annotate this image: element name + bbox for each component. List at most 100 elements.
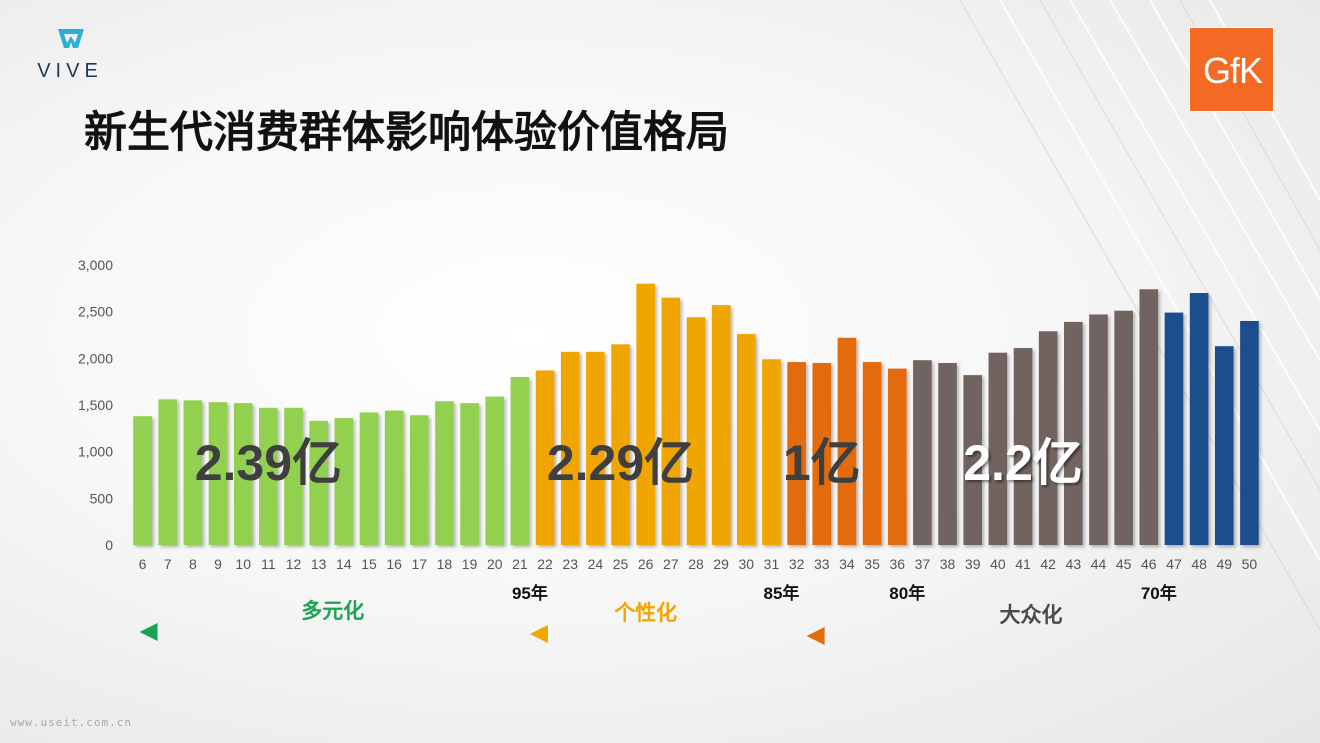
watermark-url: www.useit.com.cn: [10, 716, 132, 729]
segment-total-label: 2.39亿: [195, 435, 342, 491]
segment-total-label: 2.29亿: [547, 435, 694, 491]
bar: [535, 370, 555, 545]
bar: [384, 410, 404, 545]
x-tick-label: 46: [1141, 556, 1157, 572]
bar: [762, 359, 781, 545]
x-tick-label: 43: [1066, 556, 1082, 572]
bar: [1164, 312, 1184, 545]
generation-label: 95年: [512, 583, 548, 603]
bar: [1214, 346, 1234, 545]
bar: [233, 403, 253, 545]
bar: [611, 344, 630, 545]
x-tick-label: 31: [764, 556, 780, 572]
x-tick-label: 24: [588, 556, 604, 572]
x-tick-label: 19: [462, 556, 478, 572]
y-tick-label: 2,500: [78, 304, 113, 320]
generation-label: 80年: [889, 583, 925, 603]
segment-arrows: 多元化 个性化 大众化: [139, 599, 1256, 645]
x-tick-label: 23: [562, 556, 578, 572]
x-tick-label: 25: [613, 556, 629, 572]
x-tick-label: 17: [411, 556, 427, 572]
x-tick-label: 12: [286, 556, 302, 572]
vive-logo: VIVE: [28, 22, 112, 86]
y-tick-label: 0: [105, 537, 113, 553]
generation-label: 70年: [1141, 583, 1177, 603]
y-tick-label: 500: [90, 490, 114, 506]
segment-label: 多元化: [301, 599, 364, 623]
x-tick-label: 22: [537, 556, 553, 572]
bar: [259, 407, 278, 545]
bar: [787, 362, 806, 545]
x-tick-label: 49: [1216, 556, 1232, 572]
bar: [1089, 314, 1108, 545]
x-tick-label: 50: [1242, 556, 1258, 572]
bar: [1139, 289, 1159, 545]
bar: [837, 337, 857, 545]
bar: [409, 415, 429, 545]
bar: [1064, 321, 1083, 545]
bar: [435, 401, 454, 545]
x-tick-label: 42: [1040, 556, 1056, 572]
x-tick-label: 32: [789, 556, 805, 572]
segment-arrow-head: [806, 627, 825, 645]
y-tick-label: 1,500: [78, 397, 113, 413]
x-tick-label: 47: [1166, 556, 1182, 572]
segment-arrow-head: [139, 623, 158, 641]
bar: [636, 283, 655, 545]
x-tick-label: 11: [261, 556, 276, 572]
bar: [309, 420, 328, 545]
generation-label: 85年: [764, 583, 800, 603]
bar: [988, 352, 1008, 545]
segment-total-label: 2.2亿: [963, 435, 1083, 491]
bar: [485, 396, 505, 545]
bar: [1038, 331, 1058, 545]
bar: [183, 400, 203, 545]
x-tick-label: 18: [437, 556, 453, 572]
page-title: 新生代消费群体影响体验价值格局: [84, 108, 729, 158]
x-tick-label: 13: [311, 556, 327, 572]
bars: [133, 283, 1259, 545]
x-tick-label: 16: [386, 556, 402, 572]
segment-total-label: 1亿: [783, 435, 861, 491]
y-axis: 0 500 1,000 1,500 2,000 2,500 3,000: [78, 257, 113, 553]
x-tick-label: 14: [336, 556, 352, 572]
bar: [913, 360, 932, 545]
bar: [334, 418, 354, 545]
x-tick-label: 33: [814, 556, 830, 572]
bar: [208, 402, 228, 545]
bar: [661, 297, 681, 545]
x-tick-label: 9: [214, 556, 222, 572]
x-tick-label: 10: [235, 556, 251, 572]
bar: [359, 412, 379, 545]
bar: [862, 362, 882, 545]
x-tick-label: 45: [1116, 556, 1132, 572]
x-tick-label: 39: [965, 556, 981, 572]
gfk-logo: GfK: [1189, 27, 1274, 112]
bar: [686, 317, 706, 545]
bar: [1013, 348, 1033, 545]
bar: [1240, 321, 1259, 545]
x-tick-label: 6: [139, 556, 147, 572]
bar: [938, 363, 957, 545]
bar: [812, 363, 832, 545]
x-tick-label: 7: [164, 556, 172, 572]
bar: [133, 416, 152, 545]
x-tick-label: 36: [889, 556, 905, 572]
bar: [284, 407, 303, 545]
bar: [887, 368, 907, 545]
bar: [560, 351, 580, 545]
y-tick-label: 2,000: [78, 350, 113, 366]
bar: [1114, 310, 1133, 545]
vive-wordmark: VIVE: [37, 60, 103, 82]
x-tick-label: 8: [189, 556, 197, 572]
segment-totals: 2.39亿 2.29亿 1亿 2.2亿: [195, 435, 1083, 491]
bar: [737, 334, 756, 545]
segment-label: 大众化: [1000, 603, 1063, 627]
generation-labels: 95年 85年 80年 70年: [512, 583, 1177, 603]
segment-arrow-head: [529, 625, 548, 643]
bar: [510, 377, 530, 545]
gfk-wordmark: GfK: [1202, 50, 1263, 91]
vive-mark-icon: [58, 29, 84, 48]
bar: [963, 375, 983, 545]
